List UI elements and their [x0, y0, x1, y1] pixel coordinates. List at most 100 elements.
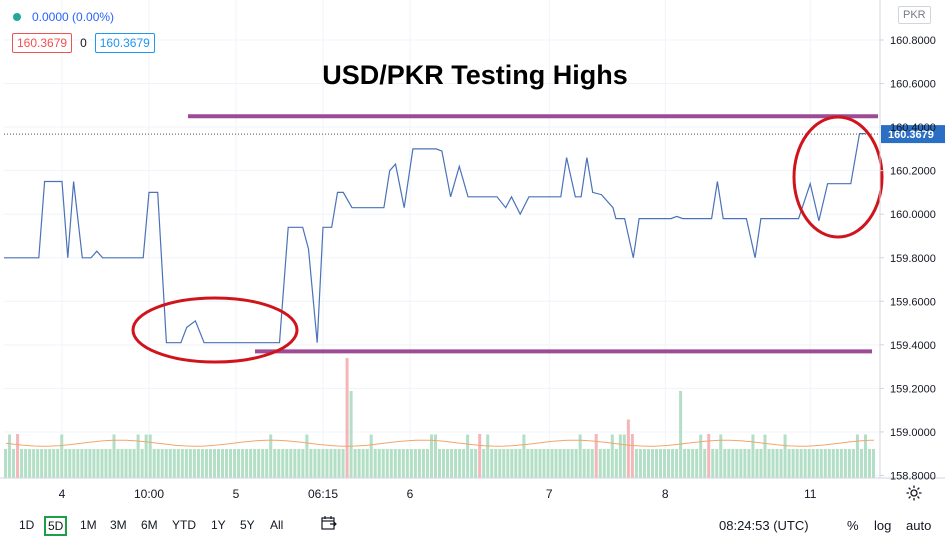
volume-bar-up: [417, 449, 421, 478]
volume-bar-up: [381, 449, 385, 478]
volume-bar-up: [642, 449, 646, 478]
calendar-range-icon[interactable]: [321, 516, 337, 530]
volume-bar-up: [787, 449, 791, 478]
ask-price[interactable]: 160.3679: [94, 33, 155, 53]
range-1m-button[interactable]: 1M: [80, 518, 97, 532]
volume-bar-up: [64, 449, 68, 478]
volume-bar-up: [711, 449, 715, 478]
x-tick-label: 7: [546, 487, 553, 501]
volume-bar-up: [506, 449, 510, 478]
volume-bar-up: [771, 449, 775, 478]
volume-bar-up: [602, 449, 606, 478]
y-tick-label: 160.8000: [890, 35, 936, 47]
volume-bar-up: [333, 449, 337, 478]
range-6m-button[interactable]: 6M: [141, 518, 158, 532]
breakout-ellipse: [792, 115, 884, 239]
range-5d-button[interactable]: 5D: [44, 516, 68, 536]
range-ytd-button[interactable]: YTD: [172, 518, 196, 532]
volume-bar-up: [566, 449, 570, 478]
volume-bar-up: [120, 449, 124, 478]
auto-scale-toggle[interactable]: auto: [906, 518, 932, 533]
y-tick-label: 160.6000: [890, 79, 936, 91]
volume-bar-up: [180, 449, 184, 478]
volume-bar-up: [241, 449, 245, 478]
volume-bar-up: [562, 449, 566, 478]
volume-bar-up: [28, 449, 32, 478]
volume-bar-up: [530, 449, 534, 478]
volume-bar-down: [626, 419, 630, 478]
chart-grid: [4, 0, 880, 478]
last-price-label: 160.3679: [888, 129, 934, 141]
chart-canvas[interactable]: 160.3679 160.8000 160.6000 160.2000 160.000…: [0, 0, 945, 508]
log-scale-toggle[interactable]: log: [874, 518, 892, 533]
volume-bar-up: [554, 449, 558, 478]
bottom-toolbar: 1D 5D 1M 3M 6M YTD 1Y 5Y All 08:24:53 (U…: [0, 508, 945, 538]
volume-bar-up: [558, 449, 562, 478]
y-tick-label: 159.8000: [890, 253, 936, 265]
volume-bar-up: [12, 449, 16, 478]
volume-bar-up: [546, 449, 550, 478]
volume-bar-up: [699, 434, 703, 478]
volume-bar-up: [835, 449, 839, 478]
volume-bar-up: [638, 449, 642, 478]
volume-bar-up: [683, 449, 687, 478]
percent-scale-toggle[interactable]: %: [847, 518, 859, 533]
volume-bar-up: [867, 449, 871, 478]
volume-bar-up: [510, 449, 514, 478]
range-3m-button[interactable]: 3M: [110, 518, 127, 532]
volume-bar-up: [301, 449, 305, 478]
volume-bar-up: [550, 449, 554, 478]
price-legend: 0.0000 (0.00%) 160.3679 0 160.3679: [12, 8, 155, 53]
y-tick-label: 159.2000: [890, 383, 936, 395]
volume-bar-up: [498, 449, 502, 478]
volume-bar-up: [104, 449, 108, 478]
volume-bar-up: [293, 449, 297, 478]
volume-bar-up: [534, 449, 538, 478]
volume-bar-up: [188, 449, 192, 478]
range-all-button[interactable]: All: [270, 518, 284, 532]
volume-bar-up: [48, 449, 52, 478]
volume-bar-up: [614, 449, 618, 478]
volume-bar-up: [446, 449, 450, 478]
x-tick-label: 4: [59, 487, 66, 501]
volume-bar-up: [687, 449, 691, 478]
volume-bar-up: [24, 449, 28, 478]
volume-bar-up: [437, 449, 442, 478]
volume-bar-up: [454, 449, 458, 478]
volume-bar-up: [389, 449, 393, 478]
volume-bar-up: [4, 449, 8, 478]
volume-bar-up: [859, 449, 863, 478]
y-tick-label: 159.6000: [890, 296, 936, 308]
volume-bar-up: [739, 449, 743, 478]
volume-bar-up: [526, 449, 530, 478]
volume-bar-up: [116, 449, 120, 478]
volume-bar-up: [598, 449, 602, 478]
range-1d-button[interactable]: 1D: [19, 518, 35, 532]
bid-price[interactable]: 160.3679: [12, 33, 73, 53]
volume-bar-up: [212, 449, 216, 478]
volume-bar-up: [470, 449, 474, 478]
volume-bar-up: [727, 449, 731, 478]
volume-bar-up: [297, 449, 301, 478]
utc-clock[interactable]: 08:24:53 (UTC): [719, 518, 809, 533]
volume-bar-up: [409, 449, 413, 478]
volume-bar-up: [32, 449, 36, 478]
range-1y-button[interactable]: 1Y: [211, 518, 226, 532]
price-line: [4, 133, 866, 344]
price-change: 0.0000 (0.00%): [32, 10, 115, 24]
volume-bar-up: [763, 434, 767, 478]
volume-bar-up: [265, 449, 269, 478]
volume-bar-up: [273, 449, 277, 478]
volume-bar-up: [413, 449, 417, 478]
volume-bar-up: [731, 449, 735, 478]
gear-icon[interactable]: [905, 484, 923, 502]
volume-bar-up: [172, 449, 176, 478]
range-5y-button[interactable]: 5Y: [240, 518, 255, 532]
currency-badge: PKR: [898, 6, 931, 24]
volume-bar-up: [261, 449, 265, 478]
volume-bar-up: [60, 434, 64, 478]
volume-bar-up: [144, 434, 148, 478]
volume-bar-up: [482, 449, 486, 478]
volume-bar-up: [156, 449, 160, 478]
x-tick-label: 11: [804, 487, 817, 501]
